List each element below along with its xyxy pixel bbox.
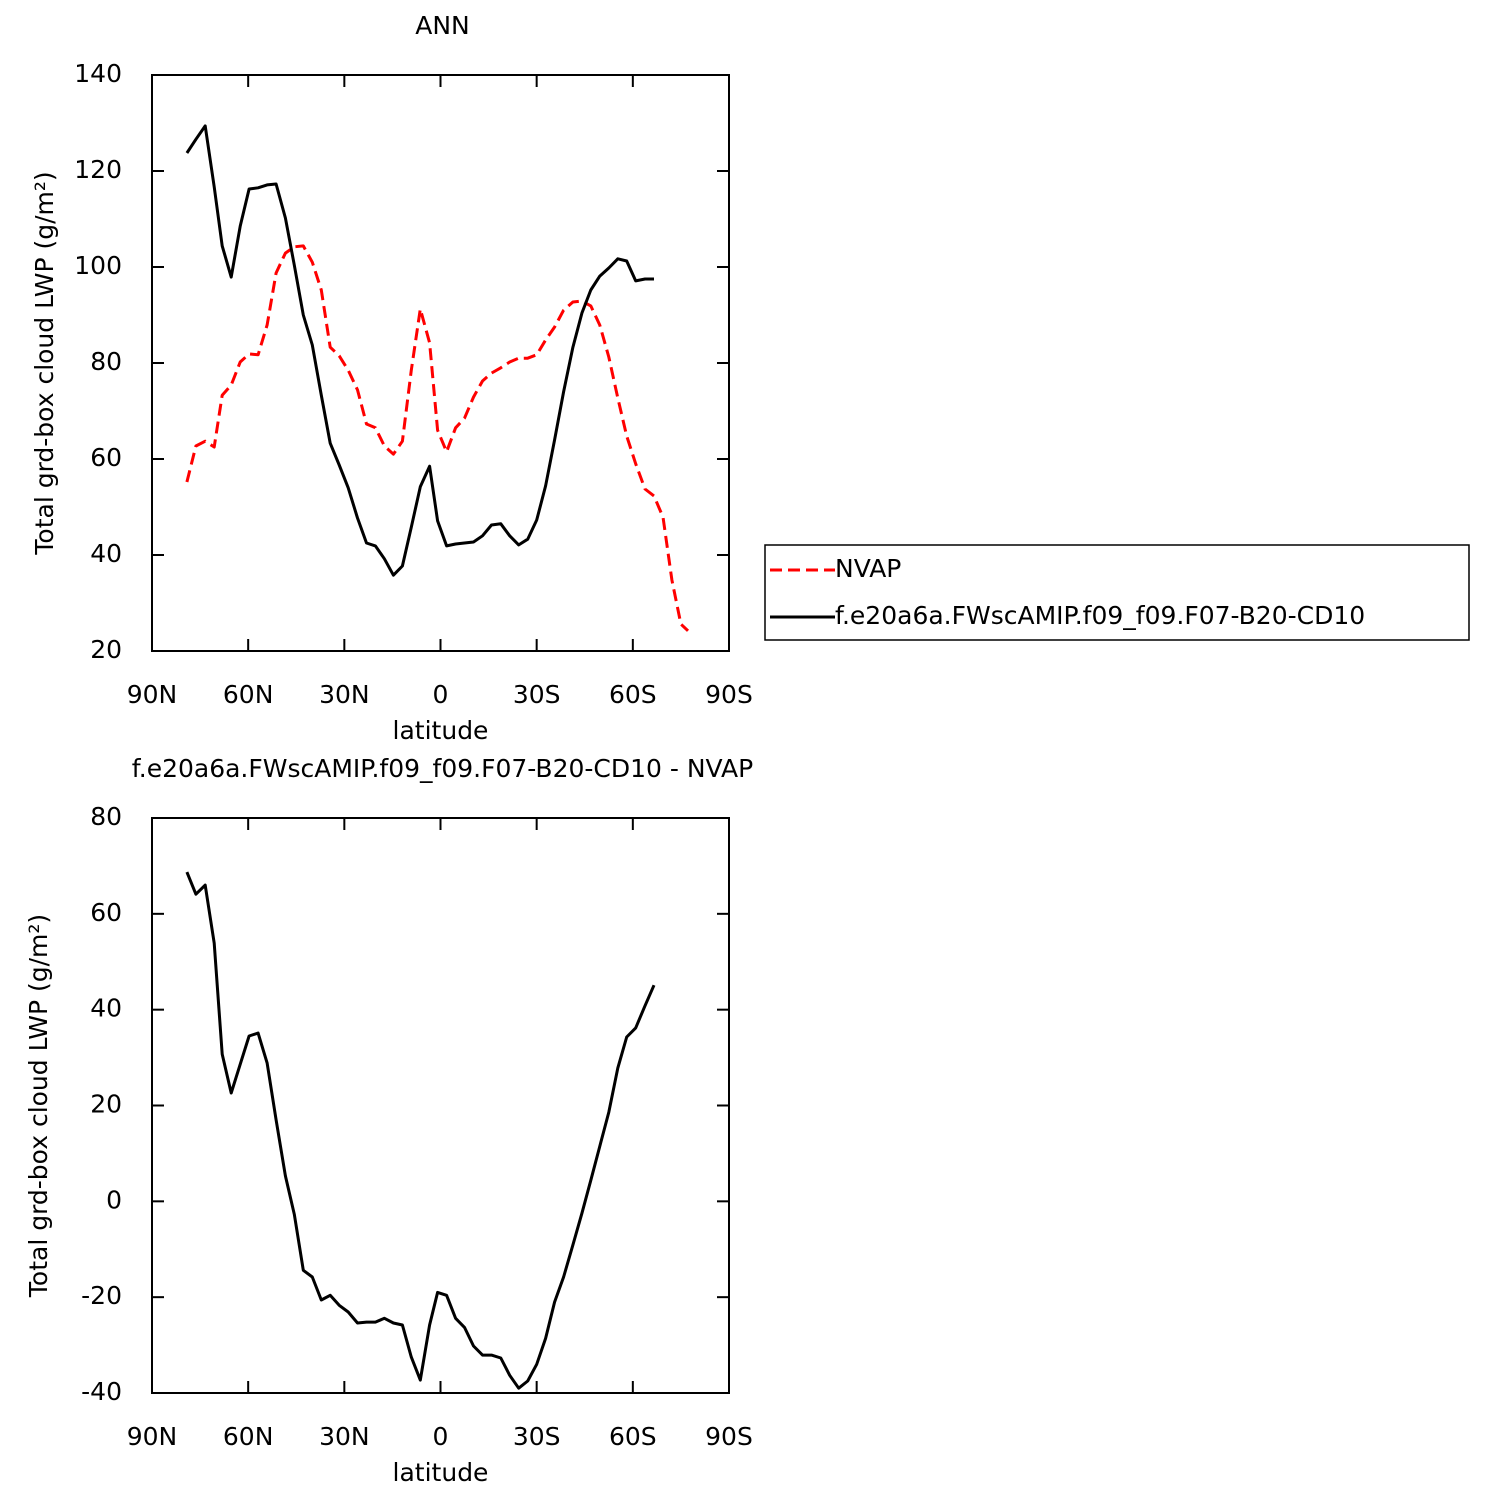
data-line	[185, 871, 656, 1390]
x-axis-label: latitude	[393, 716, 489, 745]
chart-title: ANN	[415, 11, 470, 40]
data-line	[185, 244, 690, 632]
y-tick-label: 60	[90, 898, 122, 927]
x-tick-label: 90N	[127, 680, 178, 709]
y-tick-label: 60	[90, 443, 122, 472]
y-tick-label: 20	[90, 635, 122, 664]
y-axis-label: Total grd-box cloud LWP (g/m²)	[30, 171, 59, 555]
x-tick-label: 90N	[127, 1422, 178, 1451]
x-tick-label: 60S	[609, 680, 657, 709]
legend-label: f.e20a6a.FWscAMIP.f09_f09.F07-B20-CD10	[835, 601, 1365, 630]
y-tick-label: 140	[74, 59, 122, 88]
legend-box	[764, 544, 1470, 641]
y-tick-label: 40	[90, 539, 122, 568]
chart-title: f.e20a6a.FWscAMIP.f09_f09.F07-B20-CD10 -…	[132, 754, 753, 783]
y-tick-label: 80	[90, 802, 122, 831]
x-tick-label: 0	[433, 680, 449, 709]
x-tick-label: 30S	[513, 680, 561, 709]
y-tick-label: 0	[106, 1185, 122, 1214]
y-tick-label: 120	[74, 155, 122, 184]
x-axis-label: latitude	[393, 1458, 489, 1487]
x-tick-label: 0	[433, 1422, 449, 1451]
data-line	[185, 124, 654, 577]
y-tick-label: -20	[81, 1281, 122, 1310]
x-tick-label: 60N	[223, 680, 274, 709]
x-tick-label: 60S	[609, 1422, 657, 1451]
x-tick-label: 30N	[319, 1422, 370, 1451]
y-axis-label: Total grd-box cloud LWP (g/m²)	[24, 914, 53, 1298]
y-tick-label: 100	[74, 251, 122, 280]
y-tick-label: 80	[90, 347, 122, 376]
x-tick-label: 30S	[513, 1422, 561, 1451]
plot-frame	[151, 817, 730, 1394]
x-tick-label: 30N	[319, 680, 370, 709]
x-tick-label: 90S	[705, 1422, 753, 1451]
x-tick-label: 60N	[223, 1422, 274, 1451]
x-tick-label: 90S	[705, 680, 753, 709]
y-tick-label: -40	[81, 1377, 122, 1406]
legend-label: NVAP	[835, 554, 901, 583]
y-tick-label: 20	[90, 1090, 122, 1119]
y-tick-label: 40	[90, 994, 122, 1023]
